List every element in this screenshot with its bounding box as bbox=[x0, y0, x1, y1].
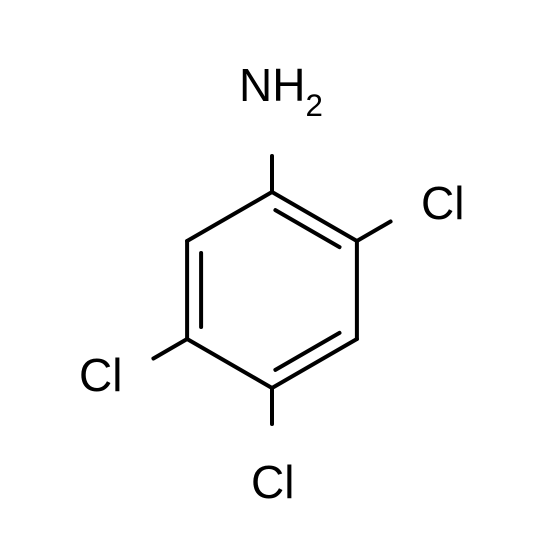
label-text: Cl bbox=[251, 456, 294, 508]
chlorine-2-label: Cl bbox=[421, 180, 464, 226]
amine-label: NH2 bbox=[239, 62, 323, 116]
label-subscript: 2 bbox=[305, 88, 322, 123]
label-text: NH bbox=[239, 59, 305, 111]
chlorine-4-label: Cl bbox=[251, 459, 294, 505]
label-text: Cl bbox=[421, 177, 464, 229]
label-text: Cl bbox=[79, 349, 122, 401]
molecule-canvas: NH2 Cl Cl Cl bbox=[0, 0, 543, 550]
chlorine-5-label: Cl bbox=[79, 352, 122, 398]
